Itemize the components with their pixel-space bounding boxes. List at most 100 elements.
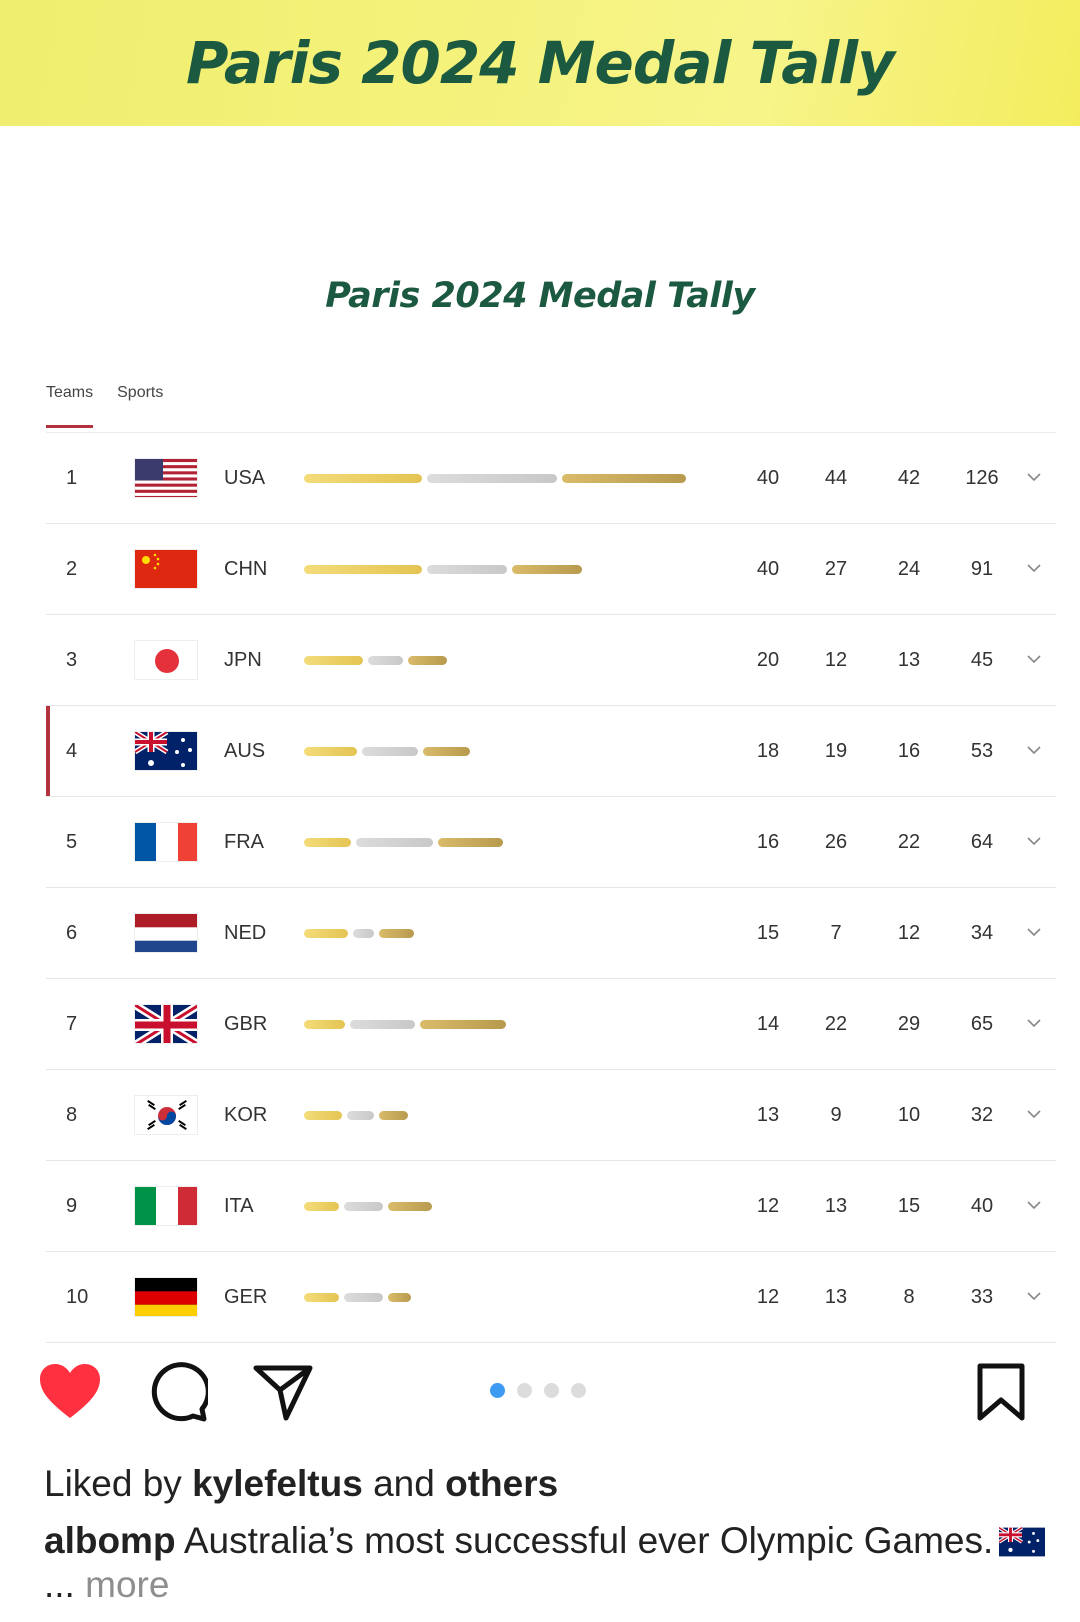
silver-count: 22 xyxy=(824,1012,848,1035)
uk-flag-icon xyxy=(134,1004,198,1044)
table-row[interactable]: 8 KOR 13 9 10 32 xyxy=(46,1070,1056,1161)
italy-flag-icon xyxy=(134,1186,198,1226)
gold-bar xyxy=(304,565,422,574)
table-row[interactable]: 2 CHN 40 27 24 91 xyxy=(46,524,1056,615)
chevron-down-icon[interactable] xyxy=(1026,1015,1042,1031)
country-code: FRA xyxy=(224,830,264,853)
gold-count: 40 xyxy=(756,557,780,580)
gold-count: 20 xyxy=(756,648,780,671)
more-link[interactable]: more xyxy=(85,1564,170,1605)
bronze-bar xyxy=(387,1202,432,1211)
medal-table: 1 USA 40 44 42 126 2 CHN 40 27 24 91 3 JPN 20 12 13 45 4 AU… xyxy=(46,433,1056,1343)
bronze-bar xyxy=(387,1293,412,1302)
silver-bar xyxy=(427,565,507,574)
table-row[interactable]: 1 USA 40 44 42 126 xyxy=(46,433,1056,524)
total-count: 64 xyxy=(970,830,994,853)
country-code: NED xyxy=(224,921,267,944)
gold-count: 14 xyxy=(756,1012,780,1035)
comment-icon[interactable] xyxy=(146,1362,208,1422)
tabs-divider xyxy=(46,432,1056,433)
author-link[interactable]: albomp xyxy=(44,1520,176,1561)
tab-teams[interactable]: Teams xyxy=(46,384,94,428)
gold-count: 13 xyxy=(756,1103,780,1126)
share-icon[interactable] xyxy=(252,1362,314,1422)
bronze-bar xyxy=(423,747,471,756)
table-row[interactable]: 9 ITA 12 13 15 40 xyxy=(46,1161,1056,1252)
bronze-count: 29 xyxy=(897,1012,921,1035)
table-row[interactable]: 3 JPN 20 12 13 45 xyxy=(46,615,1056,706)
silver-bar xyxy=(350,1020,416,1029)
silver-count: 9 xyxy=(830,1103,842,1126)
liked-prefix: Liked by xyxy=(44,1463,182,1504)
gold-bar xyxy=(304,474,422,483)
post-action-bar xyxy=(0,1362,1080,1434)
total-count: 34 xyxy=(970,921,994,944)
silver-count: 7 xyxy=(830,921,842,944)
france-flag-icon xyxy=(134,822,198,862)
gold-count: 15 xyxy=(756,921,780,944)
japan-flag-icon xyxy=(134,640,198,680)
silver-bar xyxy=(344,1202,383,1211)
china-flag-icon xyxy=(134,549,198,589)
table-row[interactable]: 4 AUS 18 19 16 53 xyxy=(46,706,1056,797)
table-row[interactable]: 7 GBR 14 22 29 65 xyxy=(46,979,1056,1070)
bronze-count: 10 xyxy=(897,1103,921,1126)
caption-text: Australia’s most successful ever Olympic… xyxy=(183,1520,994,1561)
heart-icon[interactable] xyxy=(38,1362,102,1420)
gold-count: 12 xyxy=(756,1194,780,1217)
carousel-dot[interactable] xyxy=(490,1383,505,1398)
rank: 2 xyxy=(66,557,78,580)
silver-count: 26 xyxy=(824,830,848,853)
silver-bar xyxy=(356,838,433,847)
australia-flag-emoji-icon xyxy=(999,1527,1046,1557)
chevron-down-icon[interactable] xyxy=(1026,560,1042,576)
silver-count: 13 xyxy=(824,1285,848,1308)
gold-bar xyxy=(304,1293,340,1302)
silver-bar xyxy=(344,1293,383,1302)
carousel-dot[interactable] xyxy=(544,1383,559,1398)
bronze-count: 22 xyxy=(897,830,921,853)
silver-bar xyxy=(353,929,374,938)
silver-count: 12 xyxy=(824,648,848,671)
gold-count: 12 xyxy=(756,1285,780,1308)
liked-others-link[interactable]: others xyxy=(445,1463,559,1504)
rank: 1 xyxy=(66,466,78,489)
chevron-down-icon[interactable] xyxy=(1026,651,1042,667)
country-code: AUS xyxy=(224,739,266,762)
chevron-down-icon[interactable] xyxy=(1026,742,1042,758)
bookmark-icon[interactable] xyxy=(976,1362,1026,1422)
tab-bar: Teams Sports xyxy=(46,384,163,428)
chevron-down-icon[interactable] xyxy=(1026,1288,1042,1304)
carousel-indicator xyxy=(490,1383,586,1398)
table-row[interactable]: 6 NED 15 7 12 34 xyxy=(46,888,1056,979)
liked-user-link[interactable]: kylefeltus xyxy=(192,1463,363,1504)
bronze-count: 8 xyxy=(903,1285,915,1308)
likes-line: Liked by kylefeltus and others xyxy=(44,1463,558,1505)
bronze-count: 24 xyxy=(897,557,921,580)
australia-flag-icon xyxy=(134,731,198,771)
total-count: 40 xyxy=(970,1194,994,1217)
carousel-dot[interactable] xyxy=(571,1383,586,1398)
country-code: GBR xyxy=(224,1012,268,1035)
gold-count: 40 xyxy=(756,466,780,489)
chevron-down-icon[interactable] xyxy=(1026,469,1042,485)
rank: 7 xyxy=(66,1012,78,1035)
table-row[interactable]: 10 GER 12 13 8 33 xyxy=(46,1252,1056,1343)
gold-bar xyxy=(304,656,363,665)
banner-title: Paris 2024 Medal Tally xyxy=(186,29,895,97)
silver-count: 13 xyxy=(824,1194,848,1217)
tally-title: Paris 2024 Medal Tally xyxy=(325,276,755,316)
table-row[interactable]: 5 FRA 16 26 22 64 xyxy=(46,797,1056,888)
gold-bar xyxy=(304,1111,343,1120)
carousel-dot[interactable] xyxy=(517,1383,532,1398)
chevron-down-icon[interactable] xyxy=(1026,1106,1042,1122)
bronze-count: 12 xyxy=(897,921,921,944)
tab-sports[interactable]: Sports xyxy=(117,384,164,401)
chevron-down-icon[interactable] xyxy=(1026,833,1042,849)
bronze-count: 15 xyxy=(897,1194,921,1217)
liked-and: and xyxy=(373,1463,435,1504)
chevron-down-icon[interactable] xyxy=(1026,1197,1042,1213)
gold-bar xyxy=(304,1020,346,1029)
chevron-down-icon[interactable] xyxy=(1026,924,1042,940)
bronze-bar xyxy=(437,838,503,847)
